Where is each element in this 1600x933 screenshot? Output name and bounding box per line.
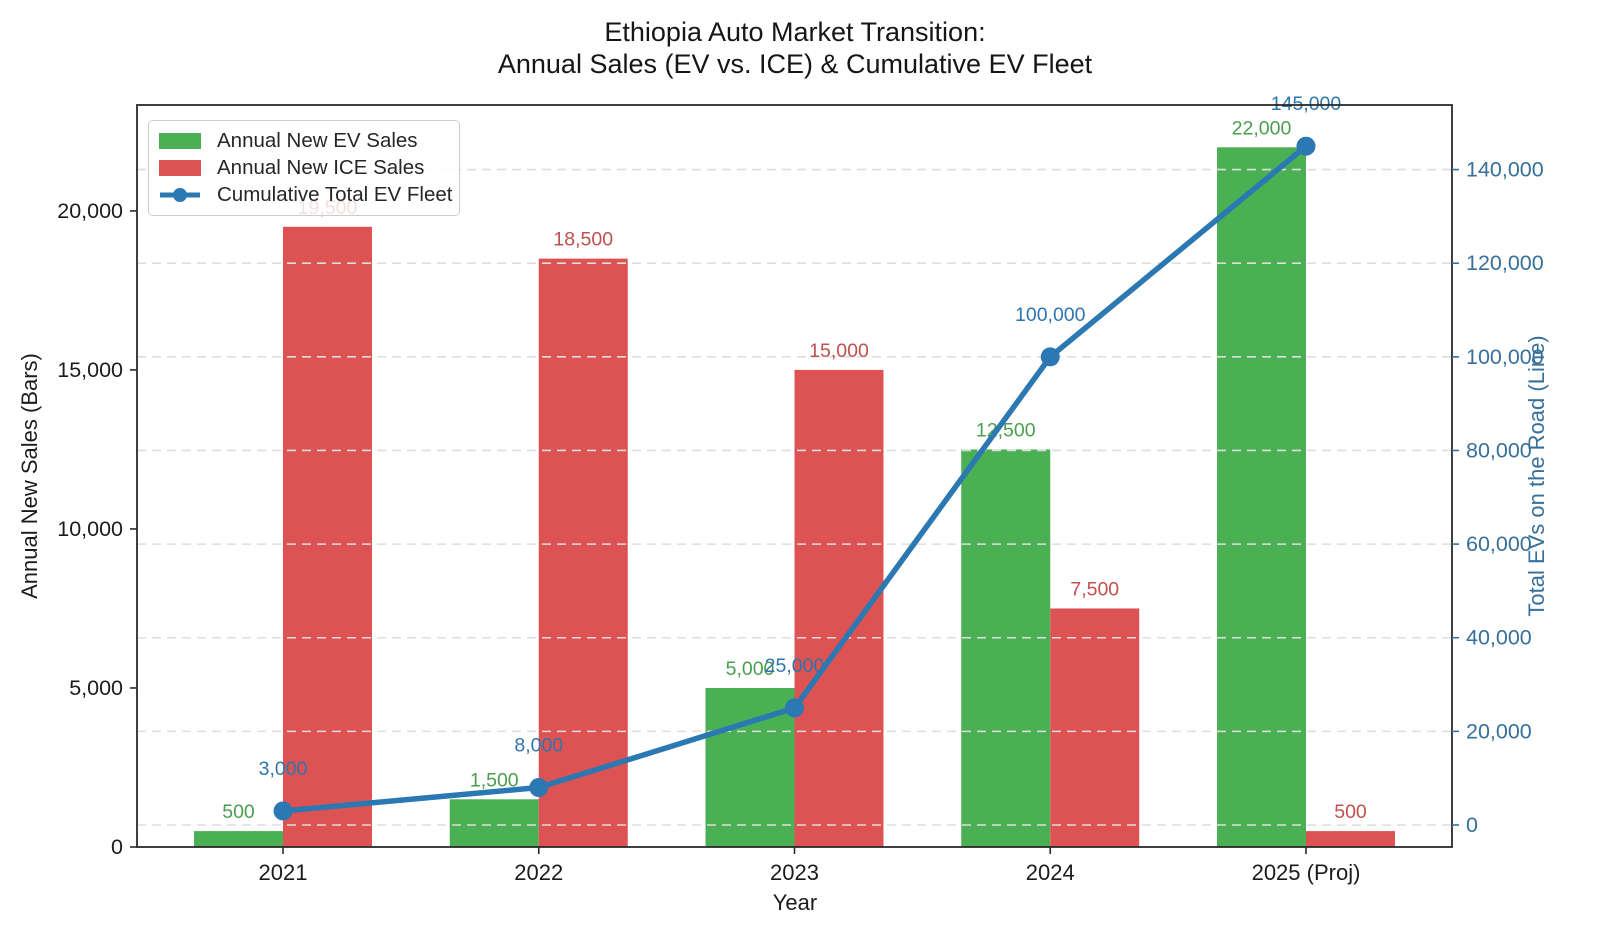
x-axis-tick-label: 2024 [1026, 860, 1075, 885]
ev-fleet-marker [1296, 136, 1316, 156]
x-axis-tick-label: 2021 [259, 860, 308, 885]
legend-item-ev-sales: Annual New EV Sales [159, 127, 449, 154]
ev-fleet-marker [785, 698, 804, 718]
ev-bar-value-label: 500 [222, 801, 255, 823]
left-axis-tick-label: 15,000 [57, 358, 123, 382]
ice-bar-value-label: 15,000 [809, 340, 869, 362]
ev-bar-value-label: 12,500 [976, 419, 1036, 441]
ev-fleet-value-label: 25,000 [765, 655, 825, 677]
right-axis-tick-label: 120,000 [1466, 251, 1544, 275]
ice-sales-bar [1306, 831, 1395, 847]
left-y-axis-label: Annual New Sales (Bars) [17, 353, 42, 599]
right-axis-tick-label: 80,000 [1466, 438, 1532, 462]
ice-bar-value-label: 18,500 [553, 229, 613, 251]
ev-fleet-value-label: 100,000 [1015, 304, 1086, 326]
ev-bar-value-label: 1,500 [470, 769, 519, 791]
left-axis-tick-label: 0 [111, 835, 123, 859]
legend-item-ev-fleet: Cumulative Total EV Fleet [159, 182, 453, 209]
right-y-axis-label: Total EVs on the Road (Line) [1524, 335, 1549, 617]
right-axis-tick-label: 20,000 [1466, 719, 1532, 743]
ev-bar-value-label: 5,000 [726, 658, 775, 680]
left-axis-tick-label: 5,000 [69, 676, 123, 700]
ev-sales-bar [449, 799, 539, 847]
chart-title-line1: Ethiopia Auto Market Transition: [604, 17, 986, 47]
right-axis-tick-label: 0 [1466, 813, 1478, 837]
ev-bar-value-label: 22,000 [1232, 117, 1292, 139]
ev-fleet-marker [273, 801, 293, 821]
ice-sales-bar [283, 226, 372, 847]
legend-label: Cumulative Total EV Fleet [217, 183, 453, 207]
ev-fleet-line-swatch-icon [160, 188, 200, 203]
ice-bar-value-label: 500 [1334, 801, 1367, 823]
legend-label: Annual New EV Sales [217, 128, 418, 152]
chart-title-line2: Annual Sales (EV vs. ICE) & Cumulative E… [497, 49, 1093, 79]
chart-title: Ethiopia Auto Market Transition: Annual … [498, 16, 1092, 80]
left-axis-tick-label: 10,000 [57, 517, 123, 541]
ice-bar-value-label: 7,500 [1070, 578, 1119, 600]
left-axis-tick-label: 20,000 [57, 199, 123, 223]
ice-sales-bar [1050, 608, 1140, 847]
x-axis-label: Year [772, 890, 818, 915]
ice-sales-swatch-icon [159, 159, 201, 176]
x-axis-tick-label: 2022 [514, 860, 563, 885]
ev-fleet-value-label: 8,000 [514, 735, 563, 757]
ev-sales-bar [194, 831, 283, 847]
ev-fleet-marker [529, 778, 549, 798]
legend-label: Annual New ICE Sales [217, 155, 425, 179]
ev-sales-bar [1217, 147, 1306, 847]
ev-fleet-marker [1040, 347, 1060, 367]
ev-fleet-value-label: 3,000 [259, 758, 308, 780]
ice-sales-bar [538, 258, 628, 847]
x-axis-tick-label: 2025 (Proj) [1252, 860, 1361, 885]
x-axis-tick-label: 2023 [770, 860, 819, 885]
legend-item-ice-sales: Annual New ICE Sales [159, 154, 449, 181]
right-axis-tick-label: 100,000 [1466, 345, 1544, 369]
ev-sales-bar [961, 449, 1051, 847]
right-axis-tick-label: 40,000 [1466, 626, 1532, 650]
chart-legend: Annual New EV Sales Annual New ICE Sales… [148, 120, 460, 216]
right-axis-tick-label: 60,000 [1466, 532, 1532, 556]
ev-sales-swatch-icon [159, 132, 201, 149]
right-axis-tick-label: 140,000 [1466, 158, 1544, 182]
